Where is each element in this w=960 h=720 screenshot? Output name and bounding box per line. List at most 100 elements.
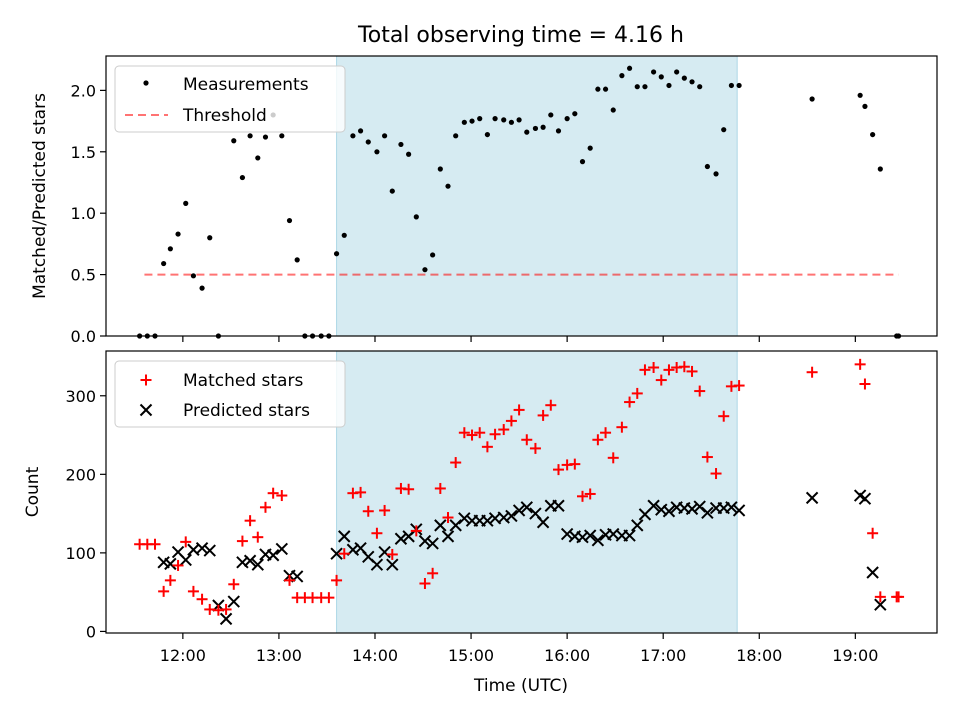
predicted-star-marker [251,558,264,571]
matched-star-marker [172,559,184,571]
bottom-x-tick-label: 14:00 [352,646,398,665]
measurement-point [262,134,269,140]
matched-star-marker [701,451,713,463]
measurement-point [674,69,680,75]
measurement-point [666,82,672,89]
measurement-point [857,92,863,98]
bottom-x-tick-label: 15:00 [448,646,494,665]
measurement-point [247,133,253,139]
measurement-point [650,69,657,75]
matched-star-marker [458,427,470,439]
measurement-point [704,163,710,170]
predicted-star-marker [536,516,550,529]
top-axes-frame [105,55,938,337]
matched-star-marker [442,512,454,524]
bottom-x-tick-label: 17:00 [640,646,686,665]
matched-star-marker [450,457,462,469]
matched-star-marker [639,364,651,376]
predicted-star-marker [418,534,432,548]
top-legend-box [114,65,346,133]
matched-star-marker [592,434,604,446]
measurement-point [398,141,404,148]
bottom-y-ticks: 0 100 200 300 [65,387,106,641]
measurement-point [809,96,815,102]
matched-star-marker [403,483,415,495]
measurement-point [516,117,522,123]
top-y-label: Matched/Predicted stars [30,93,50,299]
matched-star-marker [427,567,439,579]
predicted-star-marker [195,541,209,555]
measurement-point [461,119,467,125]
predicted-star-marker [560,527,574,541]
matched-star-marker [379,504,391,516]
top-y-tick-label: 0.0 [71,327,96,346]
predicted-star-markers [157,489,887,626]
measurement-point [619,73,625,79]
matched-star-marker [196,593,208,605]
matched-star-marker [710,468,722,480]
measurement-point [333,251,340,257]
predicted-star-marker [647,499,660,512]
legend-predicted-label: Predicted stars [183,401,310,421]
matched-star-marker [355,486,367,498]
bottom-y-tick-label: 100 [65,544,96,563]
matched-star-marker [529,442,541,454]
measurement-point [877,166,883,172]
measurement-point [175,231,181,237]
measurement-point [279,133,285,139]
predicted-star-marker [591,534,605,547]
bottom-axes-frame [105,350,938,634]
matched-star-marker [220,603,232,615]
matched-star-marker [283,574,295,586]
matched-star-marker [158,585,170,597]
matched-star-marker [694,385,706,397]
matched-star-marker [607,452,619,464]
matched-star-marker [236,535,248,547]
matched-star-marker [371,527,383,539]
measurement-point [484,131,490,138]
top-panel: 0.00.51.01.52.0 Matched/Predicted stars … [30,55,938,346]
predicted-star-marker [219,612,233,626]
matched-star-marker [584,488,596,500]
bottom-x-tick-label: 16:00 [544,646,590,665]
bottom-x-label: Time (UTC) [473,676,568,696]
predicted-star-marker [330,547,343,560]
bottom-y-tick-label: 300 [65,387,96,406]
measurement-point [207,235,213,241]
legend-threshold-label: Threshold [182,106,267,126]
measurement-point [294,257,300,263]
matched-star-marker [410,525,422,537]
predicted-star-marker [662,505,676,518]
top-legend: Measurements Threshold [114,65,346,133]
measurement-point [508,119,515,125]
measurement-point [382,133,388,139]
measurement-point [255,155,261,161]
top-x-ticks [182,336,856,342]
predicted-star-marker [243,554,257,567]
matched-star-marker [149,538,161,550]
matched-star-marker [474,427,486,439]
matched-star-marker [600,427,612,439]
matched-star-marker [718,410,730,422]
predicted-star-marker [441,530,455,543]
matched-star-marker [648,361,660,373]
measurement-point [548,112,554,118]
matched-star-marker [228,578,240,590]
matched-star-marker [867,527,879,539]
matched-star-marker [498,424,510,436]
matched-star-marker [655,374,667,386]
measurement-point [524,129,530,135]
matched-star-marker [859,378,871,390]
measurement-point [357,128,364,134]
top-y-tick-label: 0.5 [71,266,96,285]
matched-star-marker [466,429,478,441]
measurement-point [167,246,173,252]
measurement-point [736,82,742,89]
legend-matched-plus [140,374,152,386]
matched-star-marker [164,574,176,586]
predicted-star-marker [583,529,597,542]
bottom-x-tick-label: 19:00 [832,646,878,665]
matched-star-marker [513,404,525,416]
predicted-star-marker [874,598,887,611]
measurement-points [137,65,902,339]
